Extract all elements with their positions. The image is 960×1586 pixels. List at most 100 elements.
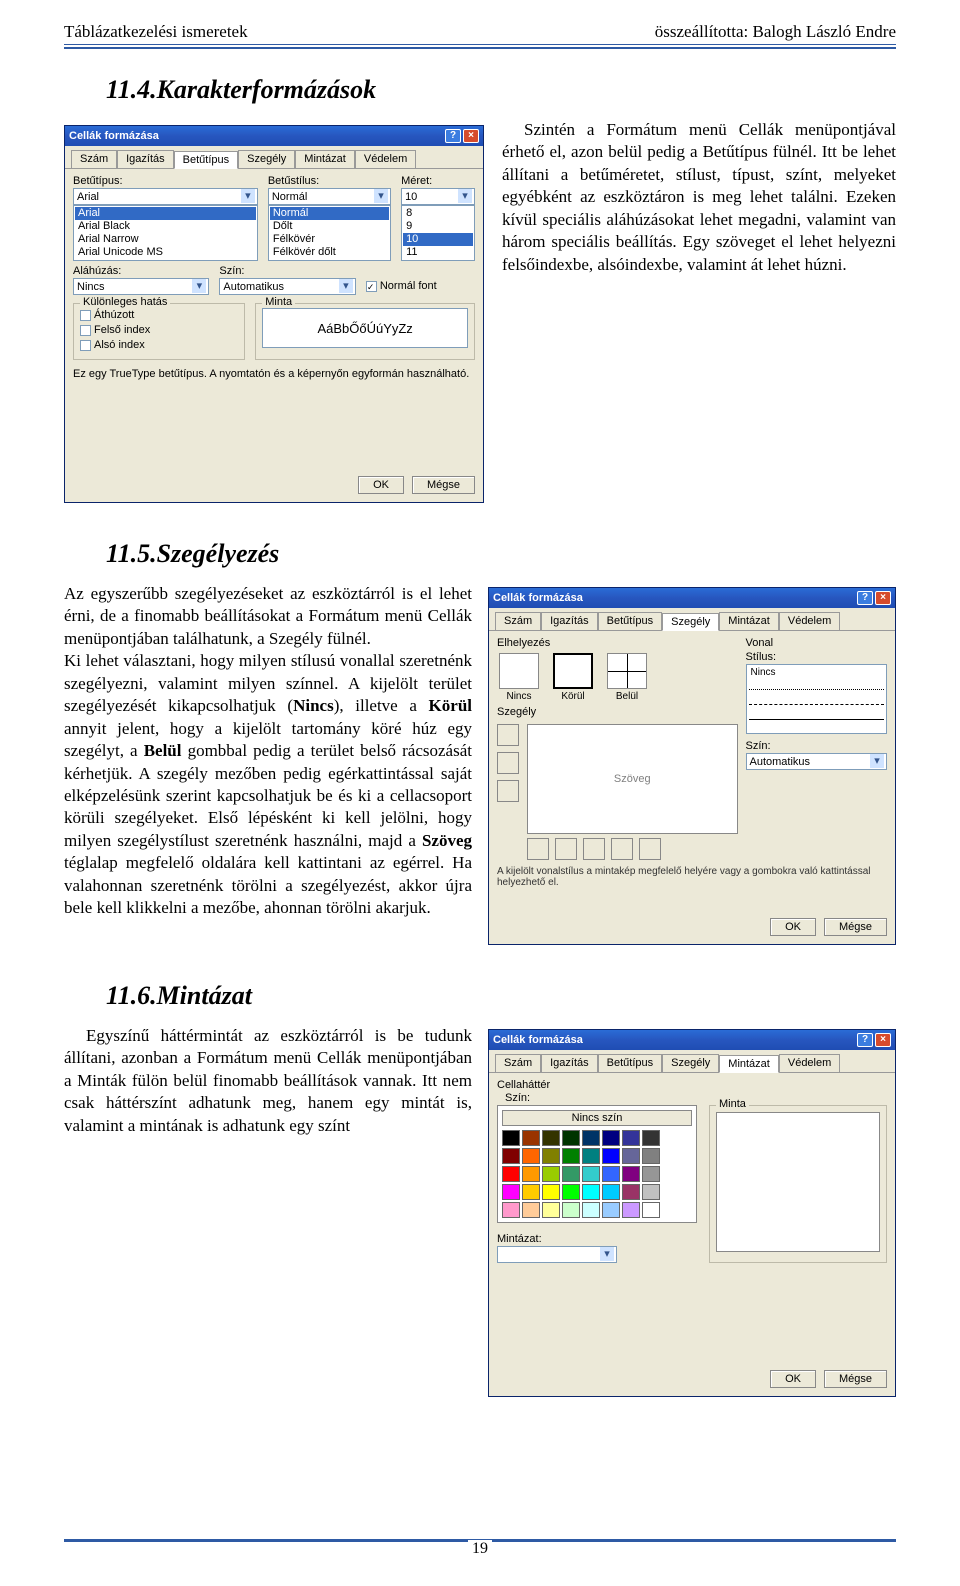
- line-style-listbox[interactable]: Nincs: [746, 664, 887, 734]
- color-swatch[interactable]: [562, 1202, 580, 1218]
- preset-korul[interactable]: Körül: [551, 653, 595, 702]
- tab-igazitas[interactable]: Igazítás: [541, 612, 598, 630]
- normal-font-checkbox[interactable]: Normál font: [366, 279, 475, 294]
- color-swatch[interactable]: [542, 1184, 560, 1200]
- color-swatch[interactable]: [542, 1148, 560, 1164]
- tab-betutipus[interactable]: Betűtípus: [598, 1054, 662, 1072]
- tab-szam[interactable]: Szám: [495, 1054, 541, 1072]
- tab-szegely[interactable]: Szegély: [238, 150, 295, 168]
- font-option[interactable]: Arial: [75, 207, 256, 220]
- font-listbox[interactable]: Arial Arial Black Arial Narrow Arial Uni…: [73, 205, 258, 261]
- border-diag1-button[interactable]: [527, 838, 549, 860]
- tab-szam[interactable]: Szám: [71, 150, 117, 168]
- border-top-button[interactable]: [497, 724, 519, 746]
- ok-button[interactable]: OK: [770, 1370, 816, 1388]
- color-swatch[interactable]: [642, 1148, 660, 1164]
- color-swatch[interactable]: [602, 1130, 620, 1146]
- color-swatch[interactable]: [642, 1166, 660, 1182]
- dialog-titlebar[interactable]: Cellák formázása ? ×: [489, 1030, 895, 1050]
- tab-betutipus[interactable]: Betűtípus: [598, 612, 662, 630]
- color-swatch[interactable]: [502, 1184, 520, 1200]
- preset-nincs[interactable]: Nincs: [497, 653, 541, 702]
- size-combo[interactable]: 10: [401, 188, 475, 205]
- size-option[interactable]: 9: [403, 220, 473, 233]
- help-icon[interactable]: ?: [857, 1033, 873, 1047]
- dialog-titlebar[interactable]: Cellák formázása ? ×: [489, 588, 895, 608]
- tab-szegely[interactable]: Szegély: [662, 1054, 719, 1072]
- color-swatch[interactable]: [642, 1184, 660, 1200]
- style-listbox[interactable]: Normál Dőlt Félkövér Félkövér dőlt: [268, 205, 391, 261]
- size-listbox[interactable]: 8 9 10 11: [401, 205, 475, 261]
- color-swatch[interactable]: [502, 1166, 520, 1182]
- preset-belul[interactable]: Belül: [605, 653, 649, 702]
- close-icon[interactable]: ×: [875, 1033, 891, 1047]
- border-left-button[interactable]: [555, 838, 577, 860]
- tab-szegely[interactable]: Szegély: [662, 613, 719, 631]
- cancel-button[interactable]: Mégse: [824, 1370, 887, 1388]
- felsoindex-checkbox[interactable]: Felső index: [80, 323, 238, 338]
- color-swatch[interactable]: [542, 1166, 560, 1182]
- cancel-button[interactable]: Mégse: [824, 918, 887, 936]
- color-combo[interactable]: Automatikus: [219, 278, 355, 295]
- border-mid-h-button[interactable]: [497, 752, 519, 774]
- border-bottom-button[interactable]: [497, 780, 519, 802]
- style-option[interactable]: Normál: [270, 207, 389, 220]
- font-option[interactable]: Arial Unicode MS: [75, 246, 256, 259]
- tab-igazitas[interactable]: Igazítás: [541, 1054, 598, 1072]
- color-swatch[interactable]: [622, 1130, 640, 1146]
- color-swatch[interactable]: [642, 1130, 660, 1146]
- color-swatch[interactable]: [602, 1148, 620, 1164]
- border-mid-v-button[interactable]: [583, 838, 605, 860]
- color-swatch[interactable]: [622, 1166, 640, 1182]
- help-icon[interactable]: ?: [857, 591, 873, 605]
- size-option[interactable]: 10: [403, 233, 473, 246]
- color-swatch[interactable]: [562, 1148, 580, 1164]
- tab-vedelem[interactable]: Védelem: [779, 612, 840, 630]
- size-option[interactable]: 11: [403, 246, 473, 259]
- color-swatch[interactable]: [582, 1166, 600, 1182]
- color-swatch[interactable]: [602, 1202, 620, 1218]
- color-swatch[interactable]: [562, 1184, 580, 1200]
- alsoindex-checkbox[interactable]: Alsó index: [80, 338, 238, 353]
- underline-combo[interactable]: Nincs: [73, 278, 209, 295]
- close-icon[interactable]: ×: [463, 129, 479, 143]
- border-color-combo[interactable]: Automatikus: [746, 753, 887, 770]
- color-swatch[interactable]: [622, 1148, 640, 1164]
- border-diag2-button[interactable]: [639, 838, 661, 860]
- color-swatch[interactable]: [522, 1202, 540, 1218]
- color-swatch[interactable]: [542, 1130, 560, 1146]
- style-option[interactable]: Félkövér dőlt: [270, 246, 389, 259]
- border-right-button[interactable]: [611, 838, 633, 860]
- color-swatch[interactable]: [602, 1184, 620, 1200]
- athuzott-checkbox[interactable]: Áthúzott: [80, 308, 238, 323]
- color-swatch[interactable]: [522, 1130, 540, 1146]
- ok-button[interactable]: OK: [358, 476, 404, 494]
- color-swatch[interactable]: [562, 1130, 580, 1146]
- font-option[interactable]: Arial Narrow: [75, 233, 256, 246]
- style-option[interactable]: Dőlt: [270, 220, 389, 233]
- color-swatch[interactable]: [542, 1202, 560, 1218]
- help-icon[interactable]: ?: [445, 129, 461, 143]
- tab-betutipus[interactable]: Betűtípus: [174, 151, 238, 169]
- color-swatch[interactable]: [582, 1130, 600, 1146]
- dialog-titlebar[interactable]: Cellák formázása ? ×: [65, 126, 483, 146]
- border-preview[interactable]: Szöveg: [527, 724, 738, 834]
- font-combo[interactable]: Arial: [73, 188, 258, 205]
- color-swatch[interactable]: [502, 1148, 520, 1164]
- color-swatch[interactable]: [522, 1148, 540, 1164]
- color-swatch[interactable]: [602, 1166, 620, 1182]
- style-combo[interactable]: Normál: [268, 188, 391, 205]
- color-swatch[interactable]: [502, 1130, 520, 1146]
- font-option[interactable]: Arial Black: [75, 220, 256, 233]
- tab-mintazat[interactable]: Mintázat: [295, 150, 355, 168]
- color-swatch[interactable]: [522, 1184, 540, 1200]
- tab-mintazat[interactable]: Mintázat: [719, 1055, 779, 1073]
- tab-igazitas[interactable]: Igazítás: [117, 150, 174, 168]
- color-swatch[interactable]: [562, 1166, 580, 1182]
- tab-vedelem[interactable]: Védelem: [355, 150, 416, 168]
- size-option[interactable]: 8: [403, 207, 473, 220]
- style-option[interactable]: Félkövér: [270, 233, 389, 246]
- color-swatch[interactable]: [502, 1202, 520, 1218]
- ok-button[interactable]: OK: [770, 918, 816, 936]
- cancel-button[interactable]: Mégse: [412, 476, 475, 494]
